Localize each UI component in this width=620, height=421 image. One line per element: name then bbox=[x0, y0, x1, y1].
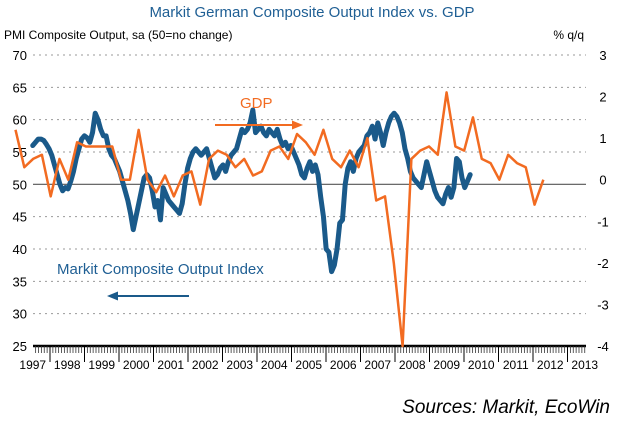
right-tick-label: 1 bbox=[599, 131, 606, 146]
left-tick-label: 50 bbox=[13, 177, 27, 192]
left-tick-label: 25 bbox=[13, 339, 27, 354]
year-label: 2008 bbox=[399, 358, 426, 372]
right-tick-label: 0 bbox=[599, 173, 606, 188]
pmi-line bbox=[30, 107, 473, 275]
left-axis-title: PMI Composite Output, sa (50=no change) bbox=[4, 28, 232, 42]
year-label: 2002 bbox=[192, 358, 219, 372]
year-label: 2003 bbox=[226, 358, 253, 372]
source-note: Sources: Markit, EcoWin bbox=[402, 397, 610, 418]
year-label: 2005 bbox=[295, 358, 322, 372]
year-label: 2006 bbox=[330, 358, 357, 372]
year-label: 1997 bbox=[19, 358, 46, 372]
left-tick-label: 45 bbox=[13, 210, 27, 225]
year-label: 2013 bbox=[571, 358, 598, 372]
year-label: 2007 bbox=[364, 358, 391, 372]
left-tick-label: 30 bbox=[13, 307, 27, 322]
left-tick-label: 70 bbox=[13, 48, 27, 63]
year-label: 2012 bbox=[537, 358, 564, 372]
pmi-arrow-icon bbox=[107, 291, 189, 301]
left-tick-label: 60 bbox=[13, 113, 27, 128]
left-tick-label: 35 bbox=[13, 274, 27, 289]
year-label: 2000 bbox=[123, 358, 150, 372]
series-group bbox=[14, 91, 545, 348]
left-tick-label: 40 bbox=[13, 242, 27, 257]
right-tick-label: 2 bbox=[599, 90, 606, 105]
right-axis: 3 2 1 0 -1 -2 -3 -4 bbox=[597, 48, 609, 354]
year-label: 2001 bbox=[157, 358, 184, 372]
gdp-annotation: GDP bbox=[240, 95, 273, 112]
right-tick-label: -4 bbox=[597, 339, 609, 354]
gridlines bbox=[33, 54, 586, 315]
gdp-arrow-icon bbox=[215, 120, 303, 130]
right-axis-title: % q/q bbox=[553, 28, 584, 42]
year-label: 1999 bbox=[88, 358, 115, 372]
left-tick-label: 65 bbox=[13, 80, 27, 95]
right-tick-label: -3 bbox=[597, 297, 609, 312]
right-tick-label: -2 bbox=[597, 256, 609, 271]
right-tick-label: -1 bbox=[597, 214, 609, 229]
right-tick-label: 3 bbox=[599, 48, 606, 63]
year-label: 2011 bbox=[503, 358, 529, 372]
year-label: 2010 bbox=[468, 358, 495, 372]
chart-title: Markit German Composite Output Index vs.… bbox=[149, 4, 474, 21]
year-label: 2004 bbox=[261, 358, 288, 372]
pmi-annotation: Markit Composite Output Index bbox=[57, 261, 264, 278]
year-label: 1998 bbox=[54, 358, 81, 372]
x-axis: 1997 1998 1999 2000 2001 2002 2003 2004 2005 2006… bbox=[19, 344, 598, 372]
year-label: 2009 bbox=[433, 358, 460, 372]
